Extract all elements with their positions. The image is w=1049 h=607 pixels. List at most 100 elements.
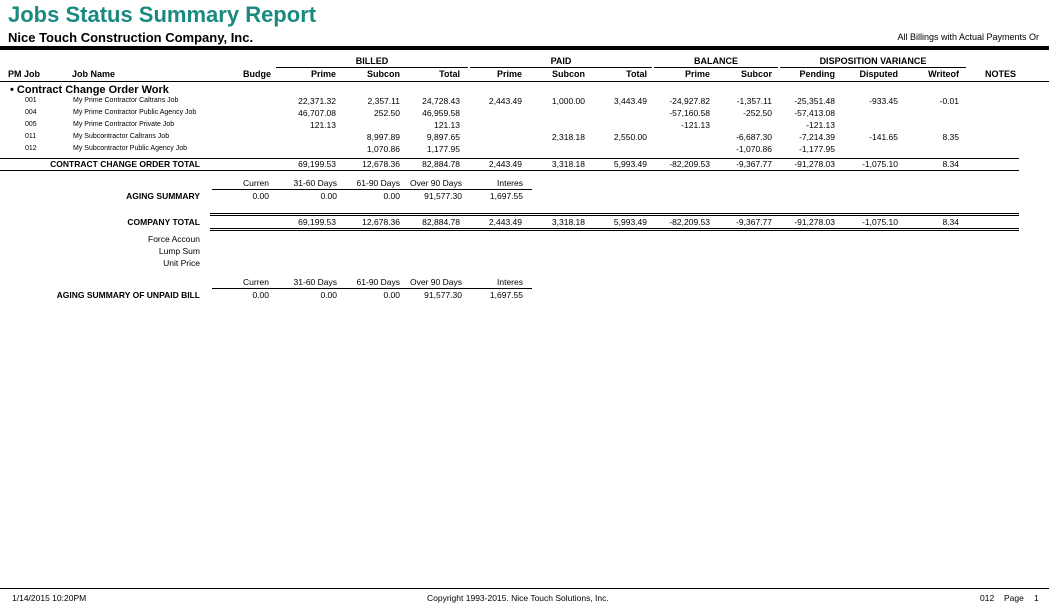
row-pending: -7,214.39 <box>799 132 835 142</box>
company-total-label: COMPANY TOTAL <box>127 217 200 227</box>
company_total-paid-subcon: 3,318.18 <box>551 217 585 227</box>
col-billed-total: Total <box>439 69 460 79</box>
row-paid-subcon: 1,000.00 <box>551 96 585 106</box>
row-billed-total: 46,959.58 <box>422 108 460 118</box>
column-header-rule <box>0 81 1049 82</box>
aging_unpaid-over90: 91,577.30 <box>424 290 462 300</box>
col-budget: Budge <box>243 69 271 79</box>
aging-header-d61-90: 61-90 Days <box>356 178 400 188</box>
row-paid-total: 3,443.49 <box>613 96 647 106</box>
report-title: Jobs Status Summary Report <box>8 2 317 27</box>
col-billed-subcon: Subcon <box>367 69 400 79</box>
footer-page-number: 1 <box>1034 593 1039 603</box>
company-name: Nice Touch Construction Company, Inc. <box>8 30 254 45</box>
aging_unpaid-d31-60: 0.00 <box>320 290 337 300</box>
company_total-billed-subcon: 12,678.36 <box>362 217 400 227</box>
col-billed-prime: Prime <box>310 69 336 79</box>
aging_summary-over90: 91,577.30 <box>424 191 462 201</box>
group-paid-rule <box>470 67 652 68</box>
aging_summary-d61-90: 0.00 <box>383 191 400 201</box>
row-billed-prime: 121.13 <box>310 120 336 130</box>
row-paid-total: 2,550.00 <box>613 132 647 142</box>
row-job-name: My Subcontractor Public Agency Job <box>73 145 188 152</box>
aging-header-rule <box>212 189 532 190</box>
company_total-billed-prime: 69,199.53 <box>298 217 336 227</box>
aging_summary-label: AGING SUMMARY <box>126 191 200 201</box>
row-bal-subcon: -1,357.11 <box>736 96 772 106</box>
row-pending: -121.13 <box>806 120 835 130</box>
row-pending: -57,413.08 <box>794 108 835 118</box>
row-pending: -1,177.95 <box>799 144 835 154</box>
col-pending: Pending <box>799 69 836 79</box>
row-job-name: My Prime Contractor Caltrans Job <box>73 97 179 104</box>
row-bal-prime: -57,160.58 <box>669 108 710 118</box>
row-disputed: -141.65 <box>869 132 898 142</box>
header-rule <box>0 46 1049 50</box>
company-total-rule-top2 <box>210 215 1019 216</box>
cco_total-paid-prime: 2,443.49 <box>488 159 522 169</box>
cco-total-bottom-rule <box>0 170 1019 171</box>
cco-total-rule <box>0 158 1019 159</box>
aging_unpaid-current: 0.00 <box>252 290 269 300</box>
aging_summary-current: 0.00 <box>252 191 269 201</box>
group-balance: BALANCE <box>694 56 738 66</box>
group-disposition: DISPOSITION VARIANCE <box>819 56 927 66</box>
row-billed-prime: 46,707.08 <box>298 108 336 118</box>
row-billed-total: 9,897.65 <box>426 132 460 142</box>
company_total-pending: -91,278.03 <box>794 217 835 227</box>
row-writeoff: 8.35 <box>942 132 959 142</box>
row-bal-prime: -24,927.82 <box>669 96 710 106</box>
filter-note: All Billings with Actual Payments Or <box>897 32 1039 42</box>
aging_summary-d31-60: 0.00 <box>320 191 337 201</box>
company-total-rule-top <box>210 213 1019 214</box>
section-title: • Contract Change Order Work <box>10 84 169 96</box>
row-bal-subcon: -6,687.30 <box>736 132 772 142</box>
cco_total-disputed: -1,075.10 <box>862 159 898 169</box>
col-writeoff: Writeof <box>928 69 959 79</box>
cco_total-paid-total: 5,993.49 <box>613 159 647 169</box>
company_total-disputed: -1,075.10 <box>862 217 898 227</box>
aging-header-interest: Interes <box>497 277 523 287</box>
contract-type-unit-price: Unit Price <box>163 258 200 268</box>
footer-rule <box>0 588 1049 589</box>
aging-header-interest: Interes <box>497 178 523 188</box>
row-job-number: 012 <box>25 145 37 152</box>
row-bal-subcon: -1,070.86 <box>736 144 772 154</box>
col-notes: NOTES <box>984 69 1016 79</box>
row-pending: -25,351.48 <box>794 96 835 106</box>
company-total-rule-bottom <box>210 228 1019 229</box>
col-paid-subcon: Subcon <box>552 69 585 79</box>
col-paid-prime: Prime <box>496 69 522 79</box>
cco-total-label: CONTRACT CHANGE ORDER TOTAL <box>50 159 200 169</box>
col-paid-total: Total <box>626 69 647 79</box>
row-job-number: 011 <box>25 133 37 140</box>
cco_total-bal-prime: -82,209.53 <box>669 159 710 169</box>
col-balance-subcon: Subcor <box>740 69 772 79</box>
col-job-name: Job Name <box>72 69 116 79</box>
cco_total-paid-subcon: 3,318.18 <box>551 159 585 169</box>
row-billed-subcon: 8,997.89 <box>366 132 400 142</box>
row-billed-total: 121.13 <box>434 120 460 130</box>
row-disputed: -933.45 <box>869 96 898 106</box>
row-job-name: My Prime Contractor Private Job <box>73 121 175 128</box>
row-paid-subcon: 2,318.18 <box>551 132 585 142</box>
row-job-number: 004 <box>25 109 37 116</box>
row-bal-prime: -121.13 <box>681 120 710 130</box>
aging_unpaid-d61-90: 0.00 <box>383 290 400 300</box>
row-job-name: My Subcontractor Caltrans Job <box>73 133 170 140</box>
cco_total-pending: -91,278.03 <box>794 159 835 169</box>
row-billed-subcon: 252.50 <box>374 108 400 118</box>
aging-header-current: Curren <box>243 178 269 188</box>
row-job-name: My Prime Contractor Public Agency Job <box>73 109 197 116</box>
cco_total-billed-subcon: 12,678.36 <box>362 159 400 169</box>
cco_total-billed-total: 82,884.78 <box>422 159 460 169</box>
aging-header-d31-60: 31-60 Days <box>293 178 337 188</box>
row-billed-subcon: 2,357.11 <box>367 96 400 106</box>
row-billed-total: 1,177.95 <box>426 144 460 154</box>
footer-job: 012 <box>980 593 995 603</box>
row-billed-subcon: 1,070.86 <box>366 144 400 154</box>
cco_total-bal-subcon: -9,367.77 <box>736 159 772 169</box>
aging-header-current: Curren <box>243 277 269 287</box>
group-disposition-rule <box>780 67 966 68</box>
company_total-writeoff: 8.34 <box>942 217 959 227</box>
